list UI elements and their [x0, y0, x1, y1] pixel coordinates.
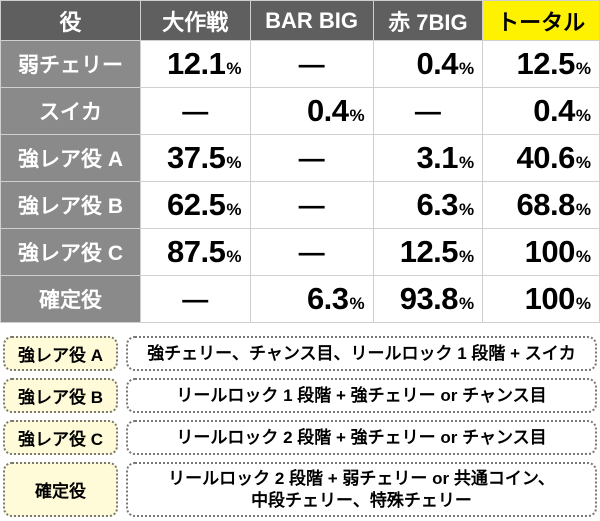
probability-table: 役 大作戦 BAR BIG 赤 7BIG トータル 弱チェリー 12.1% —0.4…: [0, 0, 600, 323]
header-bar-big: BAR BIG: [249, 0, 374, 41]
legend-row: 強レア役 C リールロック 2 段階 + 強チェリー or チャンス目: [3, 420, 597, 455]
legend-description: 強チェリー、チャンス目、リールロック 1 段階 + スイカ: [126, 336, 597, 371]
percent-unit: %: [226, 200, 242, 219]
empty-cell: —: [140, 275, 251, 323]
table-row: スイカ —0.4% —0.4%: [0, 87, 600, 135]
value-number: 0.4: [533, 93, 575, 128]
row-label: 強レア役 B: [0, 181, 141, 229]
legend-description: リールロック 2 段階 + 弱チェリー or 共通コイン、 中段チェリー、特殊チ…: [126, 462, 597, 517]
legend-row: 強レア役 B リールロック 1 段階 + 強チェリー or チャンス目: [3, 378, 597, 413]
value-number: 68.8: [516, 187, 576, 222]
empty-cell: —: [140, 87, 251, 135]
value-cell: 93.8%: [372, 275, 484, 323]
value-number: 62.5: [167, 187, 226, 222]
empty-cell: —: [372, 87, 484, 135]
value-number: 100: [524, 234, 576, 269]
percent-unit: %: [459, 200, 475, 219]
value-number: 0.4: [306, 93, 349, 128]
value-number: 6.3: [306, 281, 349, 316]
value-cell: 0.4%: [249, 87, 374, 135]
legend-description: リールロック 1 段階 + 強チェリー or チャンス目: [126, 378, 597, 413]
row-label: 強レア役 A: [0, 134, 141, 182]
row-label: スイカ: [0, 87, 141, 135]
percent-unit: %: [459, 247, 475, 266]
legend-key: 強レア役 A: [3, 336, 118, 371]
legend-row: 強レア役 A 強チェリー、チャンス目、リールロック 1 段階 + スイカ: [3, 336, 597, 371]
header-total: トータル: [482, 0, 600, 41]
percent-unit: %: [575, 106, 591, 125]
value-number: 87.5: [167, 234, 226, 269]
empty-cell: —: [249, 228, 374, 276]
value-cell: 40.6%: [482, 134, 600, 182]
legend-key: 強レア役 B: [3, 378, 118, 413]
percent-unit: %: [459, 294, 475, 313]
row-label: 弱チェリー: [0, 40, 141, 88]
value-number: 37.5: [167, 140, 226, 175]
value-number: 12.1: [167, 46, 226, 81]
value-cell: 100%: [482, 228, 600, 276]
table-row: 強レア役 B 62.5% —6.3% 68.8%: [0, 181, 600, 229]
value-number: 93.8: [399, 281, 459, 316]
empty-cell: —: [249, 134, 374, 182]
value-number: 0.4: [416, 46, 459, 81]
percent-unit: %: [226, 247, 242, 266]
percent-unit: %: [575, 153, 591, 172]
percent-unit: %: [226, 153, 242, 172]
value-number: 40.6: [516, 140, 576, 175]
value-cell: 0.4%: [482, 87, 600, 135]
percent-unit: %: [575, 200, 591, 219]
value-number: 12.5: [516, 46, 576, 81]
value-number: 100: [524, 281, 576, 316]
row-label: 強レア役 C: [0, 228, 141, 276]
value-number: 6.3: [416, 187, 459, 222]
value-cell: 87.5%: [140, 228, 251, 276]
percent-unit: %: [575, 294, 591, 313]
legend-description: リールロック 2 段階 + 強チェリー or チャンス目: [126, 420, 597, 455]
value-cell: 68.8%: [482, 181, 600, 229]
legend-key: 確定役: [3, 462, 118, 517]
percent-unit: %: [226, 59, 242, 78]
percent-unit: %: [575, 59, 591, 78]
legend-key: 強レア役 C: [3, 420, 118, 455]
percent-unit: %: [575, 247, 591, 266]
value-cell: 62.5%: [140, 181, 251, 229]
percent-unit: %: [459, 59, 475, 78]
empty-cell: —: [249, 40, 374, 88]
value-cell: 100%: [482, 275, 600, 323]
value-cell: 12.5%: [372, 228, 484, 276]
table-row: 確定役 —6.3% 93.8% 100%: [0, 275, 600, 323]
row-label: 確定役: [0, 275, 141, 323]
empty-cell: —: [249, 181, 374, 229]
value-number: 12.5: [399, 234, 459, 269]
percent-unit: %: [459, 153, 475, 172]
legend-row: 確定役 リールロック 2 段階 + 弱チェリー or 共通コイン、 中段チェリー、…: [3, 462, 597, 517]
table-row: 強レア役 A 37.5% —3.1% 40.6%: [0, 134, 600, 182]
value-number: 3.1: [416, 140, 459, 175]
value-cell: 12.5%: [482, 40, 600, 88]
value-cell: 3.1%: [372, 134, 484, 182]
table-row: 弱チェリー 12.1% —0.4% 12.5%: [0, 40, 600, 88]
percent-unit: %: [349, 106, 365, 125]
percent-unit: %: [349, 294, 365, 313]
value-cell: 12.1%: [140, 40, 251, 88]
table-row: 強レア役 C 87.5% —12.5% 100%: [0, 228, 600, 276]
header-row: 役 大作戦 BAR BIG 赤 7BIG トータル: [0, 0, 600, 41]
header-role: 役: [0, 0, 141, 41]
value-cell: 37.5%: [140, 134, 251, 182]
header-daisakusen: 大作戦: [140, 0, 251, 41]
header-red7-big: 赤 7BIG: [372, 0, 484, 41]
value-cell: 6.3%: [249, 275, 374, 323]
value-cell: 0.4%: [372, 40, 484, 88]
value-cell: 6.3%: [372, 181, 484, 229]
